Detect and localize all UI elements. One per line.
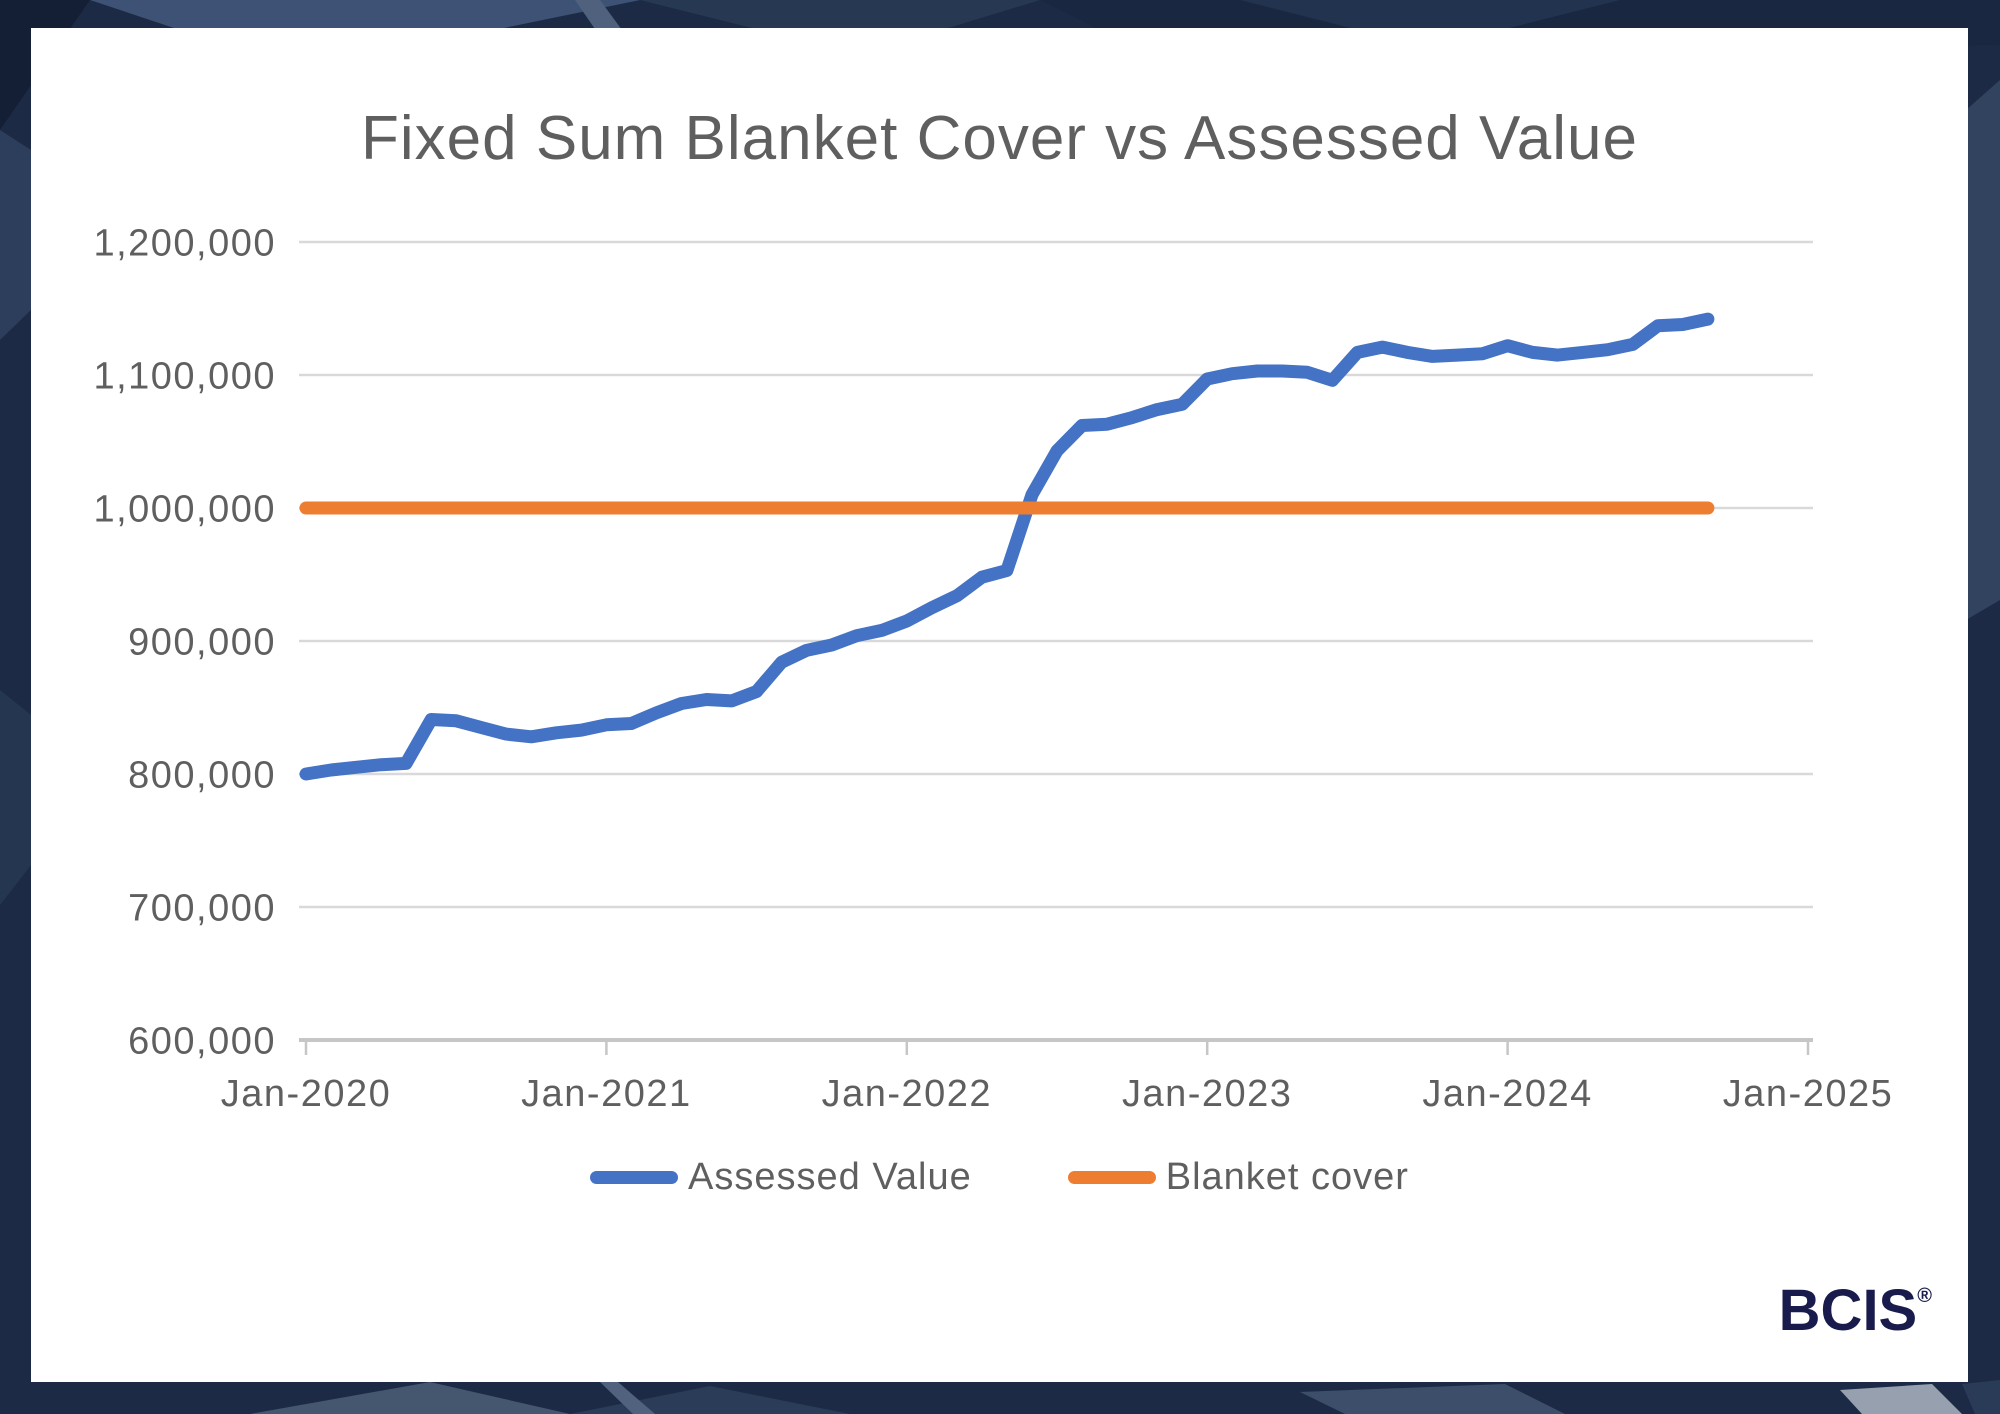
x-axis-tick-label: Jan-2023: [1122, 1073, 1292, 1115]
y-axis-tick-label: 900,000: [128, 621, 276, 663]
legend-label-assessed-value: Assessed Value: [688, 1156, 972, 1198]
x-axis-tick-label: Jan-2020: [221, 1073, 391, 1115]
series-line-assessed-value: [299, 312, 1715, 781]
y-axis-tick-label: 1,100,000: [93, 355, 276, 397]
legend-label-blanket-cover: Blanket cover: [1165, 1156, 1409, 1198]
registered-trademark-symbol: ®: [1917, 1285, 1932, 1307]
x-axis-tick-label: Jan-2025: [1723, 1073, 1893, 1115]
brand-logo-text: BCIS: [1778, 1278, 1918, 1343]
chart-card: Fixed Sum Blanket Cover vs Assessed Valu…: [31, 28, 1968, 1382]
legend-item-assessed-value: Assessed Value: [590, 1156, 972, 1199]
y-axis-tick-label: 600,000: [128, 1020, 276, 1062]
legend-swatch-assessed-value: [590, 1171, 679, 1184]
y-axis-tick-label: 1,000,000: [93, 488, 276, 530]
y-axis-tick-label: 1,200,000: [93, 222, 276, 264]
chart-title: Fixed Sum Blanket Cover vs Assessed Valu…: [361, 104, 1638, 173]
x-axis-tick-label: Jan-2022: [822, 1073, 992, 1115]
legend-swatch-blanket-cover: [1067, 1171, 1156, 1184]
legend-item-blanket-cover: Blanket cover: [1067, 1156, 1409, 1199]
brand-logo: BCIS®: [1779, 1277, 1932, 1344]
chart-plot: 1,200,000 1,100,000 1,000,000 900,000 800,00…: [93, 222, 1893, 1115]
x-axis-tick-label: Jan-2024: [1422, 1073, 1592, 1115]
y-axis-tick-label: 700,000: [128, 887, 276, 929]
y-axis-tick-label: 800,000: [128, 754, 276, 796]
x-axis-tick-label: Jan-2021: [521, 1073, 691, 1115]
chart-legend: Assessed Value Blanket cover: [31, 1156, 1968, 1199]
